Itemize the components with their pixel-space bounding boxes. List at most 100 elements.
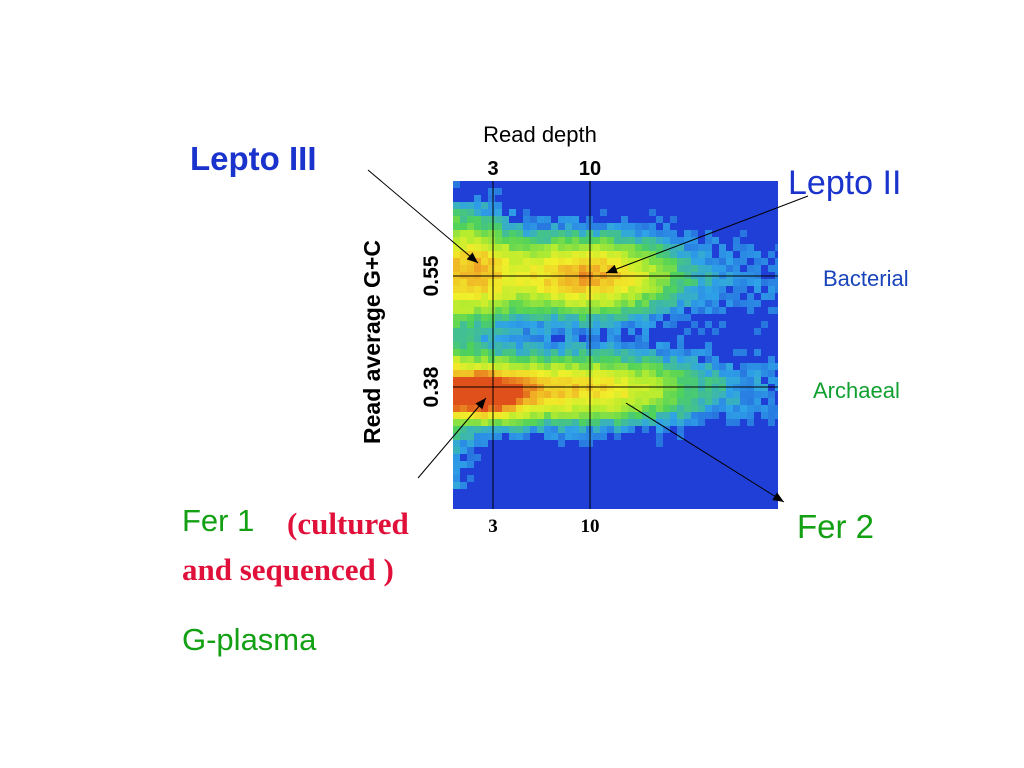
heatmap-cell: [495, 349, 502, 356]
heatmap-cell: [642, 314, 649, 321]
heatmap-cell: [628, 349, 635, 356]
heatmap-cell: [467, 475, 474, 482]
heatmap-cell: [544, 391, 551, 398]
heatmap-cell: [775, 377, 778, 384]
heatmap-cell: [467, 405, 474, 412]
heatmap-cell: [509, 405, 516, 412]
heatmap-cell: [684, 314, 691, 321]
heatmap-cell: [502, 265, 509, 272]
heatmap-cell: [565, 223, 572, 230]
x-tick-bottom-3: 3: [488, 516, 498, 537]
heatmap-cell: [495, 433, 502, 440]
heatmap-cell: [621, 426, 628, 433]
heatmap-cell: [530, 279, 537, 286]
heatmap-cell: [579, 405, 586, 412]
heatmap-cell: [607, 244, 614, 251]
heatmap-cell: [761, 405, 768, 412]
heatmap-cell: [502, 391, 509, 398]
heatmap-cell: [558, 307, 565, 314]
heatmap-cell: [733, 300, 740, 307]
heatmap-cell: [705, 391, 712, 398]
heatmap-cell: [572, 391, 579, 398]
heatmap-cell: [740, 363, 747, 370]
heatmap-cell: [502, 223, 509, 230]
heatmap-cell: [530, 405, 537, 412]
heatmap-cell: [495, 321, 502, 328]
heatmap-cell: [628, 321, 635, 328]
heatmap-cell: [481, 370, 488, 377]
heatmap-cell: [474, 251, 481, 258]
heatmap-cell: [775, 307, 778, 314]
heatmap-cell: [733, 258, 740, 265]
heatmap-cell: [705, 363, 712, 370]
heatmap-cell: [467, 426, 474, 433]
heatmap-cell: [537, 419, 544, 426]
heatmap-cell: [530, 258, 537, 265]
heatmap-cell: [495, 286, 502, 293]
heatmap-cell: [733, 405, 740, 412]
heatmap-cell: [544, 216, 551, 223]
heatmap-cell: [719, 279, 726, 286]
heatmap-cell: [558, 356, 565, 363]
heatmap-cell: [684, 370, 691, 377]
heatmap-cell: [537, 391, 544, 398]
heatmap-cell: [712, 377, 719, 384]
heatmap-cell: [474, 223, 481, 230]
heatmap-cell: [467, 286, 474, 293]
heatmap-cell: [677, 370, 684, 377]
heatmap-cell: [614, 223, 621, 230]
heatmap-cell: [705, 258, 712, 265]
heatmap-cell: [460, 244, 467, 251]
heatmap-cell: [579, 293, 586, 300]
heatmap-cell: [600, 307, 607, 314]
heatmap-cell: [684, 356, 691, 363]
heatmap-cell: [691, 398, 698, 405]
heatmap-cell: [740, 412, 747, 419]
heatmap-cell: [537, 398, 544, 405]
heatmap-cell: [481, 223, 488, 230]
heatmap-cell: [474, 363, 481, 370]
heatmap-cell: [698, 328, 705, 335]
heatmap-cell: [656, 363, 663, 370]
heatmap-cell: [607, 356, 614, 363]
heatmap-cell: [509, 258, 516, 265]
heatmap-cell: [572, 342, 579, 349]
heatmap-cell: [656, 426, 663, 433]
heatmap-cell: [460, 216, 467, 223]
heatmap-cell: [628, 419, 635, 426]
heatmap-cell: [705, 286, 712, 293]
heatmap-cell: [628, 258, 635, 265]
heatmap-cell: [607, 412, 614, 419]
heatmap-cell: [474, 237, 481, 244]
heatmap-cell: [509, 363, 516, 370]
heatmap-cell: [621, 216, 628, 223]
heatmap-cell: [775, 286, 778, 293]
heatmap-cell: [488, 293, 495, 300]
heatmap-cell: [628, 328, 635, 335]
heatmap-cell: [642, 370, 649, 377]
heatmap-cell: [628, 391, 635, 398]
heatmap-cell: [677, 419, 684, 426]
heatmap-cell: [467, 265, 474, 272]
heatmap-cell: [467, 419, 474, 426]
heatmap-cell: [481, 433, 488, 440]
heatmap-cell: [474, 286, 481, 293]
heatmap-cell: [775, 265, 778, 272]
heatmap-cell: [677, 426, 684, 433]
heatmap-cell: [488, 433, 495, 440]
heatmap-cell: [565, 363, 572, 370]
heatmap-cell: [523, 293, 530, 300]
heatmap-cell: [642, 265, 649, 272]
heatmap-cell: [467, 314, 474, 321]
heatmap-cell: [656, 258, 663, 265]
heatmap-cell: [523, 377, 530, 384]
heatmap-cell: [516, 265, 523, 272]
heatmap-cell: [635, 356, 642, 363]
heatmap-cell: [579, 419, 586, 426]
heatmap-cell: [502, 419, 509, 426]
heatmap-cell: [565, 356, 572, 363]
heatmap-cell: [691, 237, 698, 244]
heatmap-cell: [572, 363, 579, 370]
heatmap-cell: [649, 363, 656, 370]
